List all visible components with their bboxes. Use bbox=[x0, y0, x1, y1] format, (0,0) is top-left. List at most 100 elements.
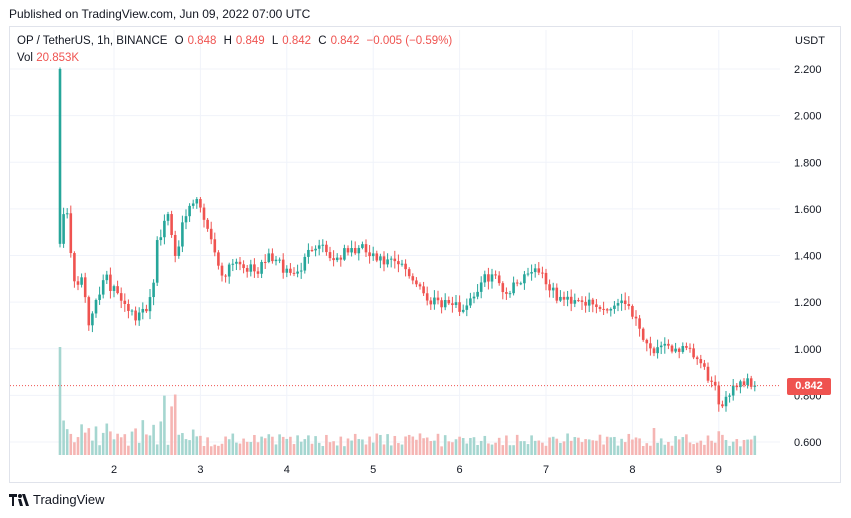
candle-body bbox=[724, 396, 728, 407]
candle-body bbox=[573, 300, 577, 304]
candle-body bbox=[623, 300, 627, 304]
candle-body bbox=[587, 299, 591, 306]
candle-body bbox=[425, 293, 429, 301]
volume-bar bbox=[361, 439, 364, 455]
high-value: 0.849 bbox=[235, 35, 265, 47]
volume-bar bbox=[314, 436, 317, 455]
candle-body bbox=[209, 228, 213, 240]
volume-bar bbox=[339, 436, 343, 455]
volume-bar bbox=[721, 434, 724, 455]
candle-body bbox=[627, 303, 631, 307]
candle-body bbox=[224, 275, 227, 277]
volume-bar bbox=[742, 439, 746, 455]
candle-body bbox=[555, 287, 559, 301]
candle-body bbox=[602, 308, 605, 310]
candle-body bbox=[616, 303, 620, 306]
volume-bar bbox=[458, 436, 461, 455]
candle-body bbox=[328, 252, 332, 259]
candle-body bbox=[609, 308, 613, 311]
volume-bar bbox=[335, 445, 339, 455]
volume-bar bbox=[65, 429, 69, 455]
candle-body bbox=[382, 256, 386, 265]
candle-body bbox=[242, 264, 245, 269]
candle-body bbox=[299, 270, 303, 272]
volume-bar bbox=[281, 436, 285, 455]
candle-body bbox=[91, 313, 94, 326]
volume-bar bbox=[739, 446, 742, 455]
volume-bar bbox=[224, 436, 227, 455]
volume-bar bbox=[91, 440, 94, 455]
low-label: L bbox=[271, 35, 279, 47]
volume-bar bbox=[620, 438, 623, 455]
candle-body bbox=[638, 318, 641, 329]
candle-body bbox=[332, 258, 335, 261]
x-tick-label: 3 bbox=[197, 464, 203, 476]
volume-bars bbox=[58, 347, 757, 455]
candle-body bbox=[69, 213, 73, 254]
volume-bar bbox=[195, 436, 199, 455]
volume-bar bbox=[188, 440, 191, 455]
volume-bar bbox=[382, 444, 386, 455]
volume-bar bbox=[724, 440, 728, 455]
candle-body bbox=[753, 385, 757, 387]
volume-bar bbox=[695, 442, 699, 455]
volume-bar bbox=[717, 431, 721, 455]
volume-bar bbox=[278, 434, 281, 455]
volume-bar bbox=[645, 443, 649, 455]
candle-body bbox=[375, 253, 379, 261]
volume-bar bbox=[476, 444, 479, 455]
volume-bar bbox=[184, 439, 188, 455]
open-label: O bbox=[174, 35, 184, 47]
candle-body bbox=[688, 347, 692, 349]
candle-body bbox=[422, 286, 425, 294]
volume-bar bbox=[580, 442, 584, 455]
candle-body bbox=[530, 272, 533, 274]
candle-body bbox=[620, 300, 623, 304]
candle-body bbox=[278, 259, 281, 261]
candle-body bbox=[461, 309, 465, 312]
volume-bar bbox=[267, 434, 271, 455]
candle-body bbox=[296, 271, 299, 274]
volume-bar bbox=[386, 434, 389, 455]
volume-bar bbox=[512, 445, 515, 455]
candle-body bbox=[361, 244, 364, 248]
candle-body bbox=[577, 300, 580, 302]
volume-bar bbox=[166, 444, 170, 455]
volume-bar bbox=[245, 441, 249, 455]
volume-bar bbox=[454, 439, 458, 455]
candle-body bbox=[551, 287, 555, 291]
volume-bar bbox=[152, 424, 155, 455]
candle-body bbox=[346, 248, 350, 253]
candle-body bbox=[681, 346, 685, 352]
volume-bar bbox=[706, 435, 710, 455]
candle-body bbox=[317, 245, 321, 249]
tradingview-brand[interactable]: TradingView bbox=[9, 492, 105, 507]
volume-bar bbox=[577, 437, 580, 455]
candle-body bbox=[487, 274, 490, 282]
y-tick-label: 1.600 bbox=[794, 204, 822, 216]
volume-bar bbox=[735, 439, 739, 455]
volume-bar bbox=[357, 439, 361, 455]
candle-body bbox=[307, 249, 310, 257]
candle-body bbox=[526, 273, 530, 275]
volume-bar bbox=[404, 436, 407, 455]
symbol-label[interactable]: OP / TetherUS, 1h, BINANCE bbox=[17, 35, 168, 47]
volume-bar bbox=[483, 435, 487, 455]
volume-bar bbox=[634, 437, 638, 455]
candle-body bbox=[411, 276, 415, 281]
volume-bar bbox=[472, 437, 476, 455]
volume-bar bbox=[389, 445, 393, 455]
volume-bar bbox=[523, 441, 526, 455]
volume-bar bbox=[465, 443, 469, 455]
last-price-tag: 0.842 bbox=[787, 378, 831, 395]
candle-body bbox=[656, 347, 659, 354]
volume-bar bbox=[332, 441, 335, 455]
volume-bar bbox=[163, 395, 166, 455]
volume-bar bbox=[641, 446, 645, 455]
y-tick-label: 2.200 bbox=[794, 64, 822, 76]
volume-bar bbox=[299, 441, 303, 455]
candle-body bbox=[641, 328, 645, 340]
close-label: C bbox=[318, 35, 327, 47]
volume-bar bbox=[605, 436, 609, 455]
